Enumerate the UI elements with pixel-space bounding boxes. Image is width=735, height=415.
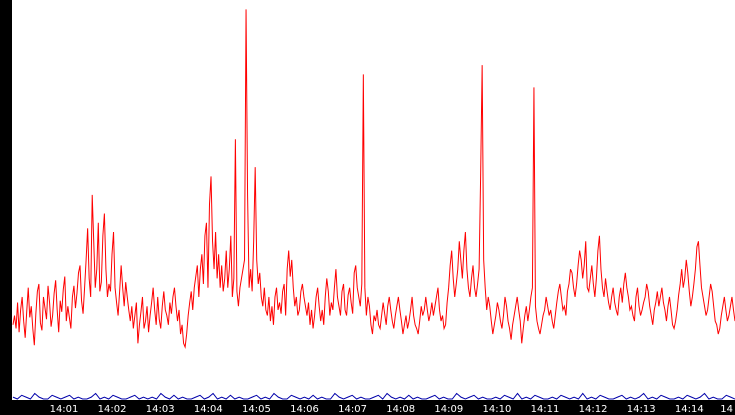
x-tick-label: 14:01 (50, 404, 79, 415)
x-tick-label: 14:05 (242, 404, 271, 415)
x-tick-label: 14:13 (627, 404, 656, 415)
x-tick-label: 14:14 (675, 404, 704, 415)
y-tick-label: 149 (1, 112, 12, 131)
y-tick-label: 128 (1, 151, 12, 170)
series-layer (12, 9, 735, 400)
x-tick-label: 14:08 (386, 404, 415, 415)
x-tick-label: 14:07 (338, 404, 367, 415)
x-tick-label: 14:04 (194, 404, 223, 415)
y-axis-ticks: 0 21 42 64 85 107 128 149 171 192 214 (1, 0, 12, 401)
y-tick-label: 85 (1, 234, 12, 247)
x-tick-label: 14 (720, 404, 733, 415)
y-tick-label: 107 (1, 191, 12, 210)
x-tick-label: 14:03 (146, 404, 175, 415)
series-line-1 (12, 9, 735, 350)
y-tick-label: 0 (1, 395, 12, 401)
x-tick-label: 14:09 (434, 404, 463, 415)
x-tick-label: 14:11 (531, 404, 560, 415)
y-axis-bar (0, 0, 12, 415)
y-tick-label: 21 (1, 353, 12, 366)
x-axis-ticks: 14:01 14:02 14:03 14:04 14:05 14:06 14:07 14:08… (50, 404, 733, 415)
y-tick-label: 64 (1, 274, 12, 287)
x-tick-label: 14:06 (290, 404, 319, 415)
y-tick-label: 171 (1, 72, 12, 91)
x-tick-label: 14:10 (482, 404, 511, 415)
x-tick-label: 14:02 (98, 404, 127, 415)
y-tick-label: 192 (1, 32, 12, 51)
series-line-2 (12, 392, 735, 400)
y-tick-label: 42 (1, 313, 12, 326)
y-tick-label: 214 (1, 0, 12, 19)
x-axis-bar (0, 400, 735, 415)
x-tick-label: 14:12 (579, 404, 608, 415)
